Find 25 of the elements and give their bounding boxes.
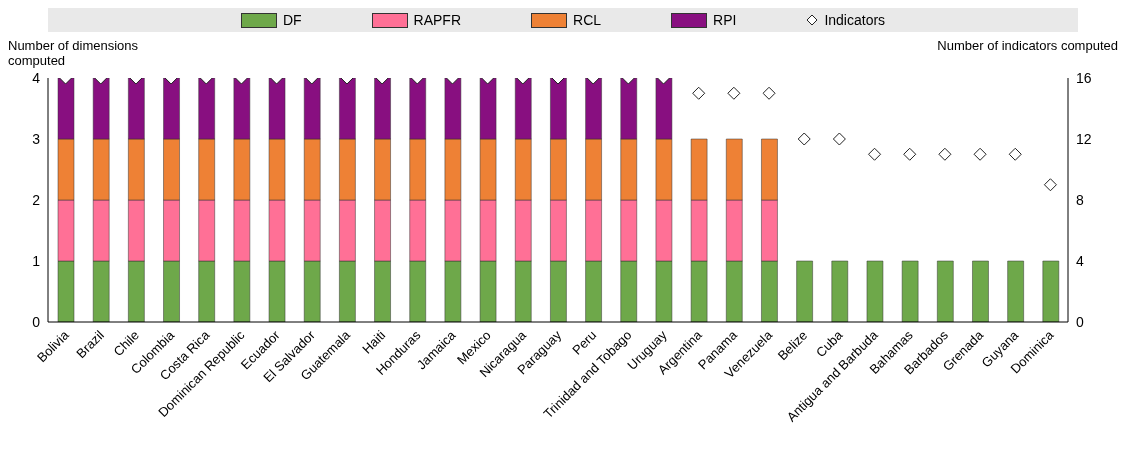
- bar: [796, 260, 813, 322]
- y2-tick-label: 8: [1076, 191, 1084, 208]
- y-tick-label: 0: [32, 313, 41, 330]
- y2-tick-label: 0: [1076, 313, 1084, 330]
- y2-axis-title: Number of indicators computed: [937, 38, 1118, 53]
- legend-label: Indicators: [823, 12, 886, 28]
- bar: [1007, 260, 1024, 322]
- y2-tick-label: 16: [1076, 69, 1092, 86]
- y-tick-label: 4: [32, 69, 41, 86]
- y-axis-title: Number of dimensions computed: [8, 38, 139, 68]
- bar: [866, 260, 884, 322]
- y-tick-label: 3: [32, 130, 41, 147]
- y-tick-label: 1: [32, 252, 41, 269]
- bar: [972, 260, 989, 322]
- legend-label: DF: [281, 12, 302, 28]
- bar: [901, 260, 919, 322]
- y2-tick-label: 12: [1076, 130, 1092, 147]
- bar: [937, 260, 954, 322]
- legend-label: RCL: [572, 12, 602, 28]
- bar: [1042, 260, 1060, 322]
- legend-label: RPI: [712, 12, 737, 28]
- legend-label: RAPFR: [412, 12, 462, 28]
- y2-tick-label: 4: [1076, 252, 1084, 269]
- bar: [831, 260, 849, 322]
- y-tick-label: 2: [32, 191, 41, 208]
